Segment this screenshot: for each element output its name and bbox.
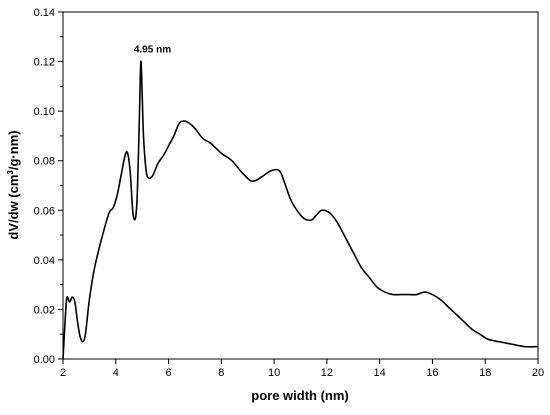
y-tick-label: 0.14 <box>34 7 55 19</box>
x-tick-label: 12 <box>321 367 333 379</box>
x-axis: 2 4 6 8 10 12 14 16 18 20 <box>60 359 544 379</box>
series-line <box>62 60 539 360</box>
x-tick-label: 6 <box>165 367 171 379</box>
x-tick-label: 4 <box>113 367 119 379</box>
y-tick-label: 0.04 <box>34 255 55 267</box>
x-tick-label: 18 <box>479 367 491 379</box>
x-tick-label: 14 <box>374 367 386 379</box>
x-tick-label: 16 <box>426 367 438 379</box>
peak-annotation: 4.95 nm <box>134 45 171 56</box>
y-tick-label: 0.06 <box>34 205 55 217</box>
x-axis-title: pore width (nm) <box>251 388 349 403</box>
y-axis: 0.00 0.02 0.04 0.06 0.08 0.10 0.12 0.14 <box>34 7 63 366</box>
y-tick-label: 0.08 <box>34 156 55 168</box>
y-axis-title-part-1: dV/dw (cm <box>6 175 21 240</box>
y-tick-label: 0.12 <box>34 57 55 69</box>
plot-area-frame <box>62 11 539 360</box>
x-tick-label: 8 <box>218 367 224 379</box>
y-tick-label: 0.02 <box>34 304 55 316</box>
y-axis-title-part-2: /g·nm) <box>6 130 21 170</box>
x-tick-label: 20 <box>532 367 544 379</box>
y-axis-title-superscript: 3 <box>6 170 15 175</box>
x-tick-label: 10 <box>268 367 280 379</box>
y-tick-label: 0.10 <box>34 106 55 118</box>
y-axis-title: dV/dw (cm3/g·nm) <box>6 130 21 239</box>
y-tick-label: 0.00 <box>34 354 55 366</box>
x-tick-label: 2 <box>60 367 66 379</box>
